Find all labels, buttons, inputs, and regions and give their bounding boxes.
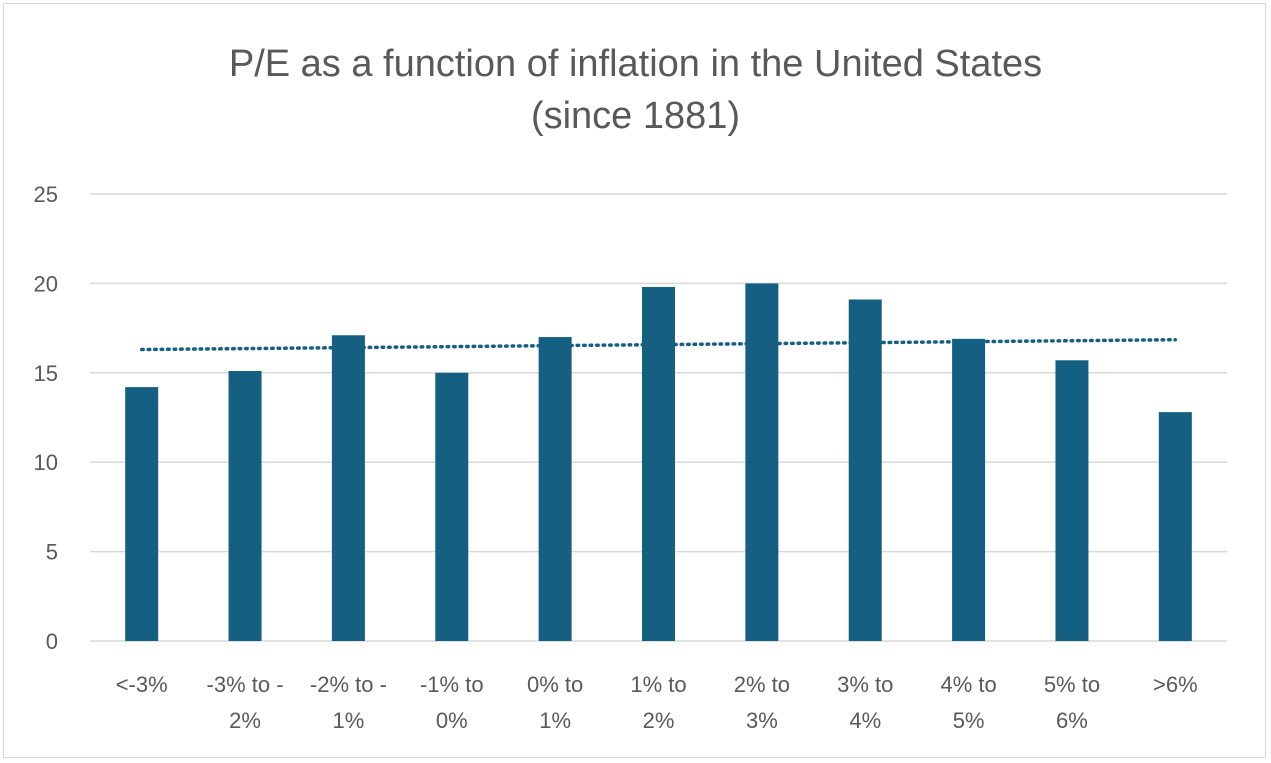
y-tick-label: 25: [34, 182, 58, 207]
bar: [1055, 360, 1089, 641]
x-tick-label: 4% to 5%: [940, 672, 996, 733]
bar: [1158, 412, 1192, 641]
chart-title: P/E as a function of inflation in the Un…: [0, 38, 1271, 142]
x-tick-label: -3% to -2%: [207, 672, 284, 733]
x-tick-label: 5% to 6%: [1044, 672, 1100, 733]
x-tick-label: <-3%: [116, 672, 168, 697]
x-tick-label: 3% to 4%: [837, 672, 893, 733]
bar: [745, 283, 779, 641]
chart-title-line-1: P/E as a function of inflation in the Un…: [228, 43, 1043, 85]
bar: [228, 371, 262, 641]
x-tick-label: 1% to 2%: [630, 672, 686, 733]
bar: [435, 372, 469, 641]
y-tick-label: 5: [46, 540, 58, 565]
bar: [952, 338, 986, 641]
chart-title-line-2: (since 1881): [530, 95, 741, 137]
y-tick-label: 10: [34, 450, 58, 475]
x-tick-label: -2% to -1%: [310, 672, 387, 733]
bar: [125, 387, 159, 641]
y-tick-label: 0: [46, 629, 58, 654]
bar: [331, 335, 365, 641]
x-tick-label: 2% to 3%: [734, 672, 790, 733]
y-tick-label: 15: [34, 361, 58, 386]
bar: [642, 286, 675, 641]
x-tick-label: >6%: [1153, 672, 1198, 697]
x-tick-label: -1% to 0%: [420, 672, 484, 733]
bar: [538, 337, 572, 641]
x-tick-label: 0% to 1%: [527, 672, 583, 733]
bar: [848, 299, 882, 641]
y-tick-label: 20: [34, 271, 58, 296]
